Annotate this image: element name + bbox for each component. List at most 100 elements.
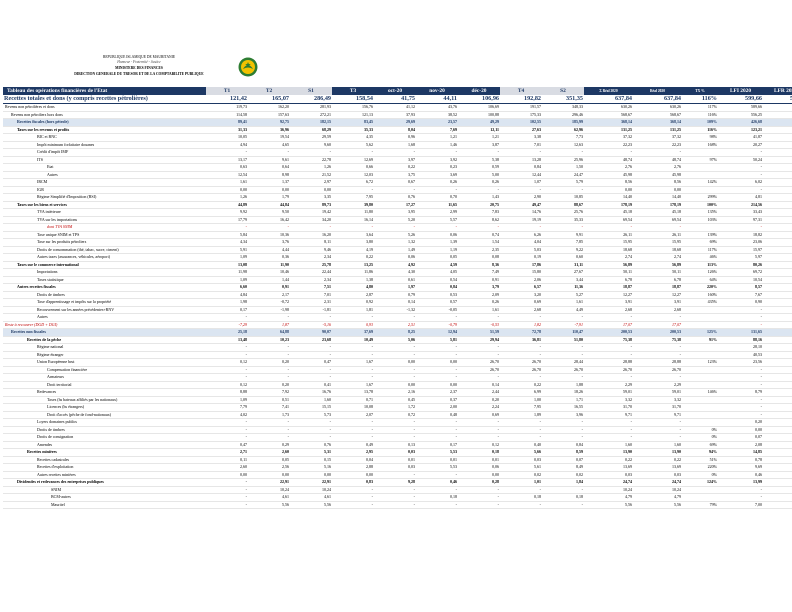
- table-cell: -: [374, 486, 416, 494]
- table-cell: 0,00: [584, 186, 633, 194]
- table-cell: 100%: [682, 201, 718, 209]
- table-cell: 3,64: [332, 231, 374, 239]
- table-cell: 69%: [682, 441, 718, 449]
- table-cell: 0,03: [500, 456, 542, 464]
- table-cell: 4,92: [374, 261, 416, 269]
- table-cell: 3,87: [458, 141, 500, 149]
- total-cell: 286,49: [290, 95, 332, 104]
- table-cell: 272,21: [290, 111, 332, 119]
- table-cell: 5,00: [458, 171, 500, 179]
- table-cell: 116%: [682, 111, 718, 119]
- table-cell: 368,14: [633, 118, 682, 127]
- table-cell: 8,11: [290, 238, 332, 247]
- table-cell: 0,00: [290, 471, 332, 479]
- total-cell: 44,11: [416, 95, 458, 104]
- table-cell: 97%: [682, 156, 718, 164]
- table-cell: -1,32: [374, 306, 416, 314]
- table-cell: -: [718, 223, 763, 232]
- table-cell: 23,56: [718, 358, 763, 367]
- row-label: Droits de consommation (thé, tabac, sucr…: [3, 246, 206, 254]
- table-cell: 0,00: [458, 471, 500, 479]
- table-cell: 89,73: [290, 201, 332, 209]
- table-cell: 4,80: [332, 283, 374, 292]
- table-cell: -: [500, 501, 542, 509]
- row-label: Crédit d'impôt IMF: [3, 148, 206, 157]
- table-cell: -: [763, 306, 792, 314]
- table-cell: 0,17: [206, 306, 248, 314]
- table-cell: -: [332, 373, 374, 382]
- table-cell: -: [763, 313, 792, 322]
- table-cell: 5,66: [500, 448, 542, 457]
- table-cell: 2,08: [718, 441, 763, 449]
- row-label: TVA intérieure: [3, 208, 206, 217]
- table-cell: 0,91: [248, 283, 290, 292]
- row-label: Reste à recouvrer (DGD + DGI): [3, 321, 206, 329]
- table-cell: 2,90: [500, 193, 542, 202]
- table-cell: 0,54: [416, 276, 458, 284]
- table-cell: 45,18: [584, 208, 633, 217]
- table-row: Taxes sur les biens et services 44,89 44,8…: [3, 201, 792, 209]
- table-cell: 10,24: [248, 486, 290, 494]
- table-cell: 8,62: [458, 216, 500, 224]
- table-cell: -: [458, 343, 500, 352]
- table-cell: 6,26: [500, 231, 542, 239]
- table-cell: 103%: [682, 216, 718, 224]
- table-cell: -: [332, 343, 374, 352]
- table-cell: -: [416, 471, 458, 479]
- table-cell: -: [374, 373, 416, 382]
- table-cell: 0%: [682, 426, 718, 434]
- table-cell: 7,83: [458, 208, 500, 217]
- row-label: Recettes cadastrales: [3, 456, 206, 464]
- table-cell: 16,76: [290, 388, 332, 397]
- total-cell: 158,54: [332, 95, 374, 104]
- table-cell: -: [718, 486, 763, 494]
- table-cell: 0,26: [416, 178, 458, 187]
- table-cell: 1,67: [332, 381, 374, 389]
- table-cell: [682, 381, 718, 389]
- table-cell: 1,89: [500, 411, 542, 419]
- table-cell: 0,00: [763, 426, 792, 434]
- table-row: Droits de timbres-----------0%0,000,00: [3, 426, 792, 434]
- table-cell: 5,03: [500, 246, 542, 254]
- table-cell: 0,15: [290, 456, 332, 464]
- table-cell: -: [763, 186, 792, 194]
- table-row: Reste à recouvrer (DGD + DGI) -7,29 1,87 -5…: [3, 321, 792, 329]
- table-cell: -: [633, 373, 682, 382]
- table-cell: 5,27: [542, 291, 584, 299]
- table-cell: 1,21: [458, 133, 500, 142]
- table-cell: 426,68: [718, 118, 763, 127]
- table-cell: 2,34: [290, 276, 332, 284]
- table-cell: 0,18: [500, 493, 542, 502]
- table-cell: 48,74: [584, 156, 633, 164]
- table-row: Recettes de la pêche 13,48 10,23 23,68 10,49…: [3, 336, 792, 344]
- table-row: BIC et BNC 10,05 19,54 29,59 4,35 0,96 1,21 1,2…: [3, 133, 792, 142]
- table-cell: 0,78: [763, 456, 792, 464]
- table-cell: -: [542, 313, 584, 322]
- column-header: LFI 2020: [718, 87, 763, 95]
- table-cell: 7,49: [458, 268, 500, 277]
- table-cell: 45,98: [633, 171, 682, 179]
- table-row: IRCM 1,61 1,37 2,97 6,72 0,67 0,26 0,26 1,07 5,79…: [3, 178, 792, 187]
- table-cell: 16,55: [542, 403, 584, 412]
- table-cell: 4,49: [542, 306, 584, 314]
- table-cell: 0%: [682, 433, 718, 442]
- table-cell: 13,25: [332, 261, 374, 269]
- table-cell: 0,02: [542, 471, 584, 479]
- table-cell: -: [500, 426, 542, 434]
- table-cell: -: [763, 493, 792, 502]
- table-cell: 131,25: [584, 126, 633, 134]
- row-label: SNIM: [3, 486, 206, 494]
- table-cell: 10,85: [542, 193, 584, 202]
- table-cell: -: [374, 493, 416, 502]
- table-cell: -: [248, 223, 290, 232]
- table-cell: 15,95: [584, 238, 633, 247]
- table-row: Droits de timbres 4,84 2,17 7,01 2,87 0,79 0,5…: [3, 291, 792, 299]
- table-cell: 6,57: [500, 283, 542, 292]
- table-cell: 0,96: [374, 133, 416, 142]
- table-cell: 0,26: [458, 298, 500, 307]
- table-cell: -: [718, 163, 763, 172]
- total-cell: 192,82: [500, 95, 542, 104]
- table-cell: 3,91: [633, 298, 682, 307]
- table-cell: 1,82: [500, 321, 542, 329]
